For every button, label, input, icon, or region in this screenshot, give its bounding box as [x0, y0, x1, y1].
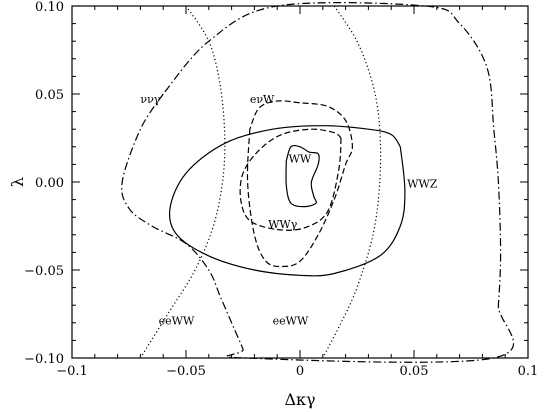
- tick-marks: [71, 5, 529, 359]
- curve-ww: [239, 128, 342, 231]
- curve-label: WWZ: [407, 177, 438, 190]
- y-tick-label: 0.00: [35, 176, 64, 191]
- contour-curves: [121, 2, 515, 363]
- curve-ww: [285, 144, 320, 208]
- curve-label: ννγ: [140, 93, 160, 106]
- y-tick-labels: 0.10 0.05 0.00 −0.05 −0.10: [24, 0, 64, 367]
- curve-label: eνW: [250, 93, 275, 106]
- x-axis-label: Δκγ: [284, 390, 315, 409]
- y-tick-label: 0.05: [35, 88, 64, 103]
- y-tick-label: 0.10: [35, 0, 64, 15]
- curve-label: eeWW: [273, 315, 309, 328]
- curve-labels: ννγ eνW WW WWZ WWγ eeWW eeWW: [140, 93, 437, 328]
- curve-: [121, 2, 515, 363]
- curve-wwz: [168, 125, 406, 277]
- y-tick-label: −0.10: [24, 352, 64, 367]
- x-tick-label: 0.1: [518, 364, 539, 379]
- y-axis-label: λ: [8, 177, 27, 187]
- curve-label: WWγ: [268, 218, 298, 231]
- x-tick-label: −0.05: [166, 364, 206, 379]
- x-tick-label: 0: [296, 364, 304, 379]
- x-tick-label: 0.05: [400, 364, 429, 379]
- curve-eeww: [139, 5, 226, 359]
- curve-ew: [246, 100, 354, 268]
- curve-label: WW: [289, 153, 312, 166]
- x-tick-labels: −0.1 −0.05 0 0.05 0.1: [56, 364, 538, 379]
- plot-frame: [71, 5, 529, 359]
- y-tick-label: −0.05: [24, 264, 64, 279]
- curve-label: eeWW: [159, 315, 195, 328]
- x-tick-label: −0.1: [56, 364, 88, 379]
- curve-eeww: [322, 5, 382, 359]
